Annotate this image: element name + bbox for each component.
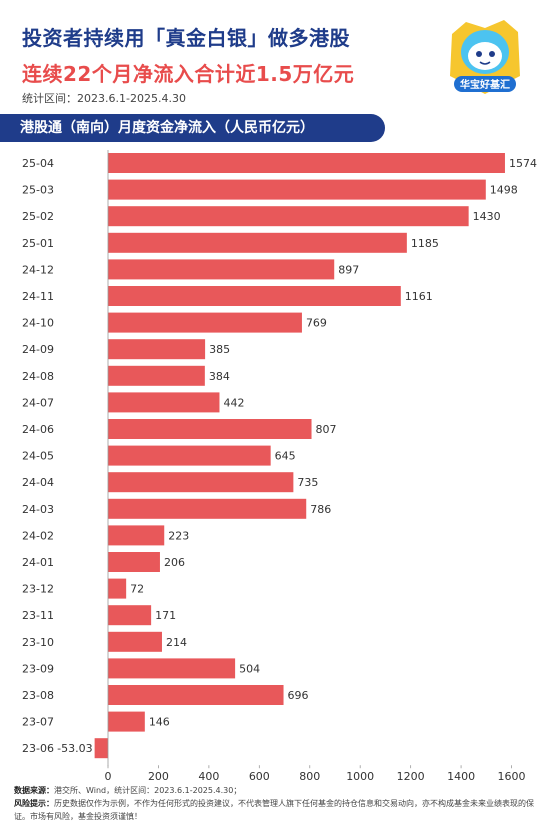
bar-24-11: [108, 286, 401, 306]
category-label: 24-02: [22, 529, 54, 542]
bar-23-10: [108, 631, 162, 652]
x-tick-label: 0: [105, 770, 112, 783]
category-label: 24-03: [22, 503, 54, 516]
value-label: 696: [288, 689, 309, 702]
value-label: 146: [149, 716, 170, 729]
category-label: 25-04: [22, 157, 54, 170]
risk-note: 风险提示：历史数据仅作为示例，不作为任何形式的投资建议，不代表管理人旗下任何基金…: [14, 797, 542, 823]
value-label: 504: [239, 662, 260, 675]
value-label: 206: [164, 556, 185, 569]
bar-24-01: [108, 552, 160, 572]
chart-title-banner: 港股通（南向）月度资金净流入（人民币亿元）: [0, 114, 385, 142]
x-tick-label: 400: [198, 770, 219, 783]
bar-23-07: [108, 711, 145, 732]
category-label: 25-01: [22, 237, 54, 250]
category-label: 23-06: [22, 742, 54, 755]
value-label: 807: [316, 423, 337, 436]
bar-23-11: [108, 605, 152, 626]
value-label: -53.03: [57, 742, 92, 755]
category-label: 25-02: [22, 210, 54, 223]
x-tick-label: 800: [299, 770, 320, 783]
x-tick-label: 1400: [447, 770, 475, 783]
footer: 数据来源：港交所、Wind，统计区间：2023.6.1-2025.4.30； 风…: [14, 784, 542, 823]
source-label: 数据来源：: [14, 786, 54, 795]
category-label: 24-05: [22, 450, 54, 463]
bar-chart: 25-04 1574 25-03 1498 25-02 1430 25-01 1185 24-1…: [22, 150, 537, 783]
value-label: 385: [209, 343, 230, 356]
bar-24-07: [108, 392, 220, 413]
category-label: 23-07: [22, 716, 54, 729]
bar-25-01: [108, 232, 407, 253]
bar-24-04: [108, 472, 294, 493]
period-text: 统计区间：2023.6.1-2025.4.30: [22, 92, 186, 105]
source-text: 港交所、Wind，统计区间：2023.6.1-2025.4.30；: [54, 786, 242, 795]
bar-25-03: [108, 179, 486, 200]
bar-24-05: [108, 445, 271, 466]
value-label: 442: [223, 396, 244, 409]
value-label: 645: [275, 450, 296, 463]
category-label: 24-11: [22, 290, 54, 303]
value-label: 897: [338, 263, 359, 276]
x-tick-label: 1200: [397, 770, 425, 783]
bar-24-06: [108, 419, 312, 439]
logo-text: 华宝好基汇: [460, 78, 510, 91]
mascot-logo: 华宝好基汇: [450, 20, 520, 94]
value-label: 1430: [473, 210, 501, 223]
value-label: 1161: [405, 290, 433, 303]
category-label: 23-10: [22, 636, 54, 649]
category-label: 25-03: [22, 184, 54, 197]
bar-24-08: [108, 365, 205, 386]
bar-23-08: [108, 685, 284, 705]
bar-25-04: [108, 153, 505, 173]
bar-24-12: [108, 259, 335, 280]
category-label: 23-11: [22, 609, 54, 622]
x-tick-label: 1600: [498, 770, 526, 783]
value-label: 1498: [490, 184, 518, 197]
category-label: 23-12: [22, 583, 54, 596]
bar-24-09: [108, 339, 206, 360]
category-label: 24-06: [22, 423, 54, 436]
category-label: 23-09: [22, 662, 54, 675]
bar-25-02: [108, 206, 469, 227]
category-label: 24-10: [22, 317, 54, 330]
category-label: 24-01: [22, 556, 54, 569]
value-label: 735: [297, 476, 318, 489]
value-label: 223: [168, 529, 189, 542]
bar-24-03: [108, 498, 307, 519]
risk-label: 风险提示：: [14, 799, 54, 808]
value-label: 384: [209, 370, 230, 383]
source-note: 数据来源：港交所、Wind，统计区间：2023.6.1-2025.4.30；: [14, 784, 542, 797]
category-label: 24-07: [22, 396, 54, 409]
bar-23-09: [108, 658, 236, 679]
category-label: 24-04: [22, 476, 54, 489]
value-label: 1574: [509, 157, 537, 170]
bar-24-10: [108, 312, 302, 333]
x-tick-label: 200: [148, 770, 169, 783]
risk-text: 历史数据仅作为示例，不作为任何形式的投资建议，不代表管理人旗下任何基金的持仓信息…: [14, 799, 534, 821]
value-label: 72: [130, 583, 144, 596]
title-line-2: 连续22个月净流入合计近1.5万亿元: [22, 62, 355, 86]
category-label: 24-12: [22, 263, 54, 276]
bar-23-06: [94, 738, 108, 759]
value-label: 171: [155, 609, 176, 622]
bar-24-02: [108, 525, 165, 546]
value-label: 214: [166, 636, 187, 649]
category-label: 23-08: [22, 689, 54, 702]
value-label: 786: [310, 503, 331, 516]
title-line-1: 投资者持续用「真金白银」做多港股: [22, 26, 350, 50]
x-tick-label: 1000: [346, 770, 374, 783]
bar-23-12: [108, 578, 127, 599]
category-label: 24-09: [22, 343, 54, 356]
value-label: 1185: [411, 237, 439, 250]
x-tick-label: 600: [249, 770, 270, 783]
category-label: 24-08: [22, 370, 54, 383]
value-label: 769: [306, 317, 327, 330]
